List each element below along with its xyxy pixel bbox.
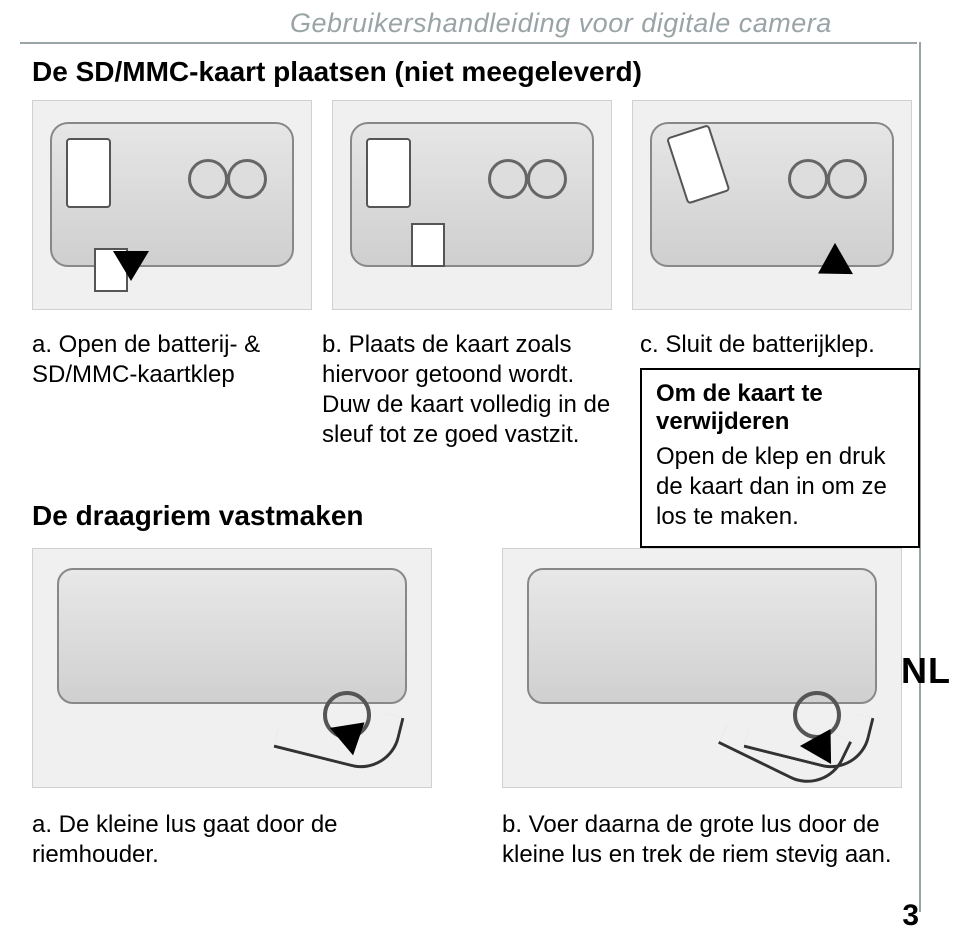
remove-card-body: Open de klep en druk de kaart dan in om … [656, 442, 904, 532]
section-heading-strap: De draagriem vastmaken [32, 500, 364, 532]
remove-card-box: Om de kaart te verwijderen Open de klep … [640, 368, 920, 548]
page-root: Gebruikershandleiding voor digitale came… [0, 0, 959, 947]
caption-sd-a: a. Open de batterij- & SD/MMC-kaartklep [32, 330, 292, 390]
illustration-sd-step-a [32, 100, 312, 310]
language-tag: NL [901, 650, 951, 692]
page-number: 3 [902, 899, 919, 933]
caption-strap-b: b. Voer daarna de grote lus door de klei… [502, 810, 892, 870]
illustration-strap-step-b [502, 548, 902, 788]
remove-card-title: Om de kaart te verwijderen [656, 380, 904, 436]
caption-sd-b: b. Plaats de kaart zoals hiervoor getoon… [322, 330, 612, 450]
illustration-strap-step-a [32, 548, 432, 788]
caption-sd-c: c. Sluit de batterijklep. [640, 330, 920, 360]
illustration-sd-step-c [632, 100, 912, 310]
caption-strap-a: a. De kleine lus gaat door de riemhouder… [32, 810, 412, 870]
document-header-title: Gebruikershandleiding voor digitale came… [290, 8, 919, 39]
section-heading-sdcard: De SD/MMC-kaart plaatsen (niet meegeleve… [32, 56, 642, 88]
header-rule [20, 42, 917, 44]
illustration-sd-step-b [332, 100, 612, 310]
